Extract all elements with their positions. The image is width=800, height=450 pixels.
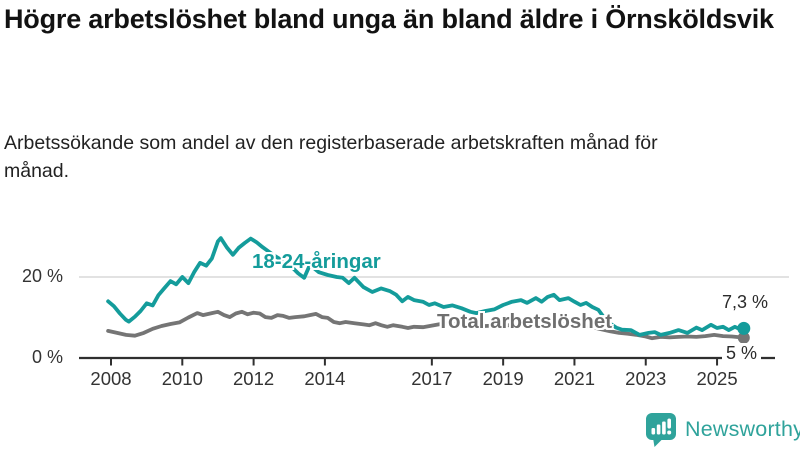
x-tick-label: 2012 xyxy=(233,368,275,389)
end-value-label-total: 5 % xyxy=(722,343,762,364)
newsworthy-logo: Newsworthy xyxy=(644,411,800,448)
x-tick-label: 2017 xyxy=(411,368,453,389)
x-axis-ticks xyxy=(110,358,719,366)
series-line-youth xyxy=(106,236,746,337)
series-line-total xyxy=(106,309,746,341)
x-tick-label: 2023 xyxy=(625,368,667,389)
y-tick-label-0: 0 % xyxy=(31,347,63,367)
y-tick-label-20: 20 % xyxy=(21,266,63,286)
x-tick-label: 2025 xyxy=(696,368,738,389)
series-label-youth: 18-24-åringar xyxy=(252,250,381,273)
page-subtitle: Arbetssökande som andel av den registerb… xyxy=(4,132,658,182)
series-label-total: Total arbetslöshet xyxy=(437,310,613,333)
bar-chart-speech-bubble-icon xyxy=(646,413,676,447)
x-tick-label: 2019 xyxy=(482,368,524,389)
endpoint-dot-total xyxy=(737,331,750,344)
x-tick-label: 2008 xyxy=(90,368,132,389)
page-title: Högre arbetslöshet bland unga än bland ä… xyxy=(4,4,774,34)
endpoint-dot-youth xyxy=(737,321,751,335)
end-value-label-youth: 7,3 % xyxy=(721,292,768,312)
x-tick-label: 2010 xyxy=(161,368,203,389)
x-tick-label: 2021 xyxy=(553,368,596,389)
x-tick-label: 2014 xyxy=(304,368,346,389)
logo-text: Newsworthy xyxy=(685,417,800,441)
